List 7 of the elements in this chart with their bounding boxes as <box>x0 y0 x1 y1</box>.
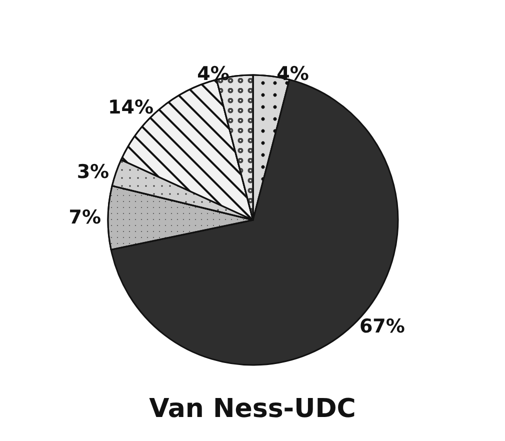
data-label: 14% <box>108 96 154 118</box>
data-label: 3% <box>76 160 110 183</box>
data-label: 67% <box>359 315 405 338</box>
text: Van Ness-UDC <box>149 394 356 424</box>
data-label: 4% <box>276 63 309 86</box>
data-label: 7% <box>68 206 102 229</box>
data-label: 4% <box>197 63 230 86</box>
